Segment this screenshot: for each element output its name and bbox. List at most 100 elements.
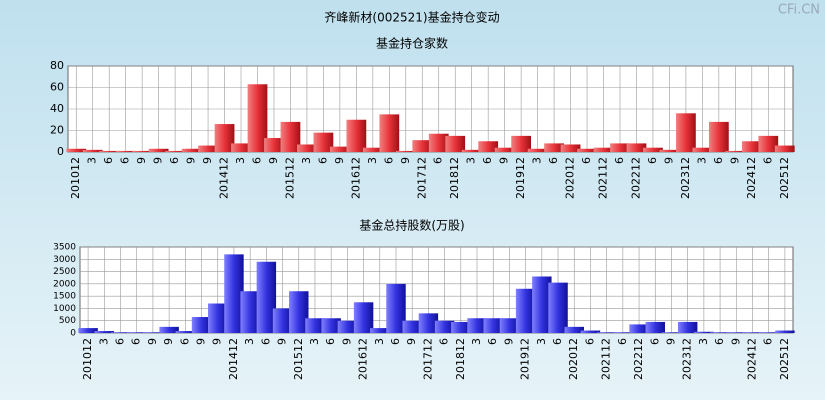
x-tick-label: 9 (185, 157, 198, 164)
bar (467, 318, 487, 333)
x-tick-label: 202112 (600, 338, 613, 380)
bar (198, 145, 218, 152)
x-tick-label: 9 (162, 338, 175, 345)
bar (610, 143, 630, 152)
bar (264, 138, 284, 152)
x-tick-label: 6 (119, 157, 132, 164)
bar (758, 332, 779, 333)
bar (494, 147, 515, 152)
bar (297, 144, 317, 152)
x-tick-label: 6 (168, 157, 181, 164)
x-tick-label: 6 (324, 338, 337, 345)
x-tick-label: 6 (432, 157, 445, 164)
bar (289, 291, 309, 333)
bar (386, 283, 406, 333)
bar (692, 147, 713, 152)
x-tick-label: 9 (498, 157, 511, 164)
x-tick-label: 6 (259, 338, 272, 345)
bar (478, 141, 499, 152)
y-tick-label: 20 (50, 124, 64, 137)
x-tick-label: 3 (373, 338, 386, 345)
x-tick-label: 201412 (218, 157, 231, 199)
bar (240, 291, 260, 333)
bar (499, 318, 520, 333)
bar (256, 261, 277, 333)
y-tick-label: 3500 (53, 243, 76, 253)
x-tick-label: 6 (583, 338, 596, 345)
bar (115, 150, 136, 152)
bar (659, 149, 680, 152)
x-tick-label: 6 (616, 338, 629, 345)
bar (596, 332, 617, 333)
x-tick-label: 9 (728, 157, 741, 164)
bar (661, 332, 682, 333)
x-tick-label: 201912 (519, 338, 532, 380)
y-tick-label: 40 (50, 102, 64, 115)
x-tick-label: 6 (178, 338, 191, 345)
bar (580, 330, 601, 333)
bar (725, 150, 746, 152)
x-tick-label: 201612 (357, 338, 370, 380)
bar (159, 326, 179, 333)
x-tick-label: 201512 (283, 157, 296, 199)
x-tick-label: 202512 (778, 157, 791, 199)
page-title: 齐峰新材(002521)基金持仓变动 (324, 10, 499, 25)
bar (82, 149, 103, 152)
x-tick-label: 9 (152, 157, 165, 164)
x-tick-label: 9 (729, 338, 742, 345)
bar (774, 145, 795, 152)
x-tick-label: 202212 (632, 338, 645, 380)
bar (362, 147, 383, 152)
x-tick-label: 202312 (681, 338, 694, 380)
x-tick-label: 201812 (448, 157, 461, 199)
bar (483, 318, 503, 333)
watermark: CFi.CN (778, 3, 820, 18)
x-tick-label: 9 (662, 157, 675, 164)
bar (402, 320, 422, 333)
bar (694, 331, 714, 333)
bar (280, 121, 301, 152)
x-tick-label: 6 (713, 338, 726, 345)
x-tick-label: 9 (502, 338, 515, 345)
x-tick-label: 3 (300, 157, 313, 164)
bar (428, 133, 449, 152)
bar (214, 124, 235, 152)
x-tick-label: 9 (267, 157, 280, 164)
x-tick-label: 6 (613, 157, 626, 164)
bar (434, 320, 455, 333)
chart-title: 基金总持股数(万股) (359, 218, 464, 233)
x-tick-label: 202212 (629, 157, 642, 199)
bar (527, 148, 548, 152)
bar (110, 332, 131, 333)
x-tick-label: 6 (250, 157, 263, 164)
bar (629, 324, 649, 333)
x-tick-label: 9 (333, 157, 346, 164)
bar (191, 317, 212, 333)
x-tick-label: 201712 (415, 157, 428, 199)
x-tick-label: 3 (470, 338, 483, 345)
bar (451, 321, 471, 333)
x-tick-label: 6 (648, 338, 661, 345)
x-tick-label: 6 (580, 157, 593, 164)
x-tick-label: 201012 (81, 338, 94, 380)
x-tick-label: 3 (97, 338, 110, 345)
bar (143, 332, 163, 333)
x-tick-label: 9 (340, 338, 353, 345)
bar (346, 119, 367, 152)
x-tick-label: 6 (316, 157, 329, 164)
bar (379, 114, 400, 152)
y-tick-label: 60 (50, 81, 64, 94)
bar (247, 84, 268, 152)
bar (224, 254, 244, 333)
bar (66, 148, 87, 152)
x-tick-label: 3 (86, 157, 99, 164)
x-tick-label: 3 (535, 338, 548, 345)
bar (710, 332, 730, 333)
x-tick-label: 201012 (69, 157, 82, 199)
x-tick-label: 9 (146, 338, 159, 345)
x-tick-label: 201712 (421, 338, 434, 380)
bar (775, 330, 795, 333)
x-tick-label: 9 (276, 338, 289, 345)
bar (175, 331, 196, 333)
x-tick-label: 6 (389, 338, 402, 345)
